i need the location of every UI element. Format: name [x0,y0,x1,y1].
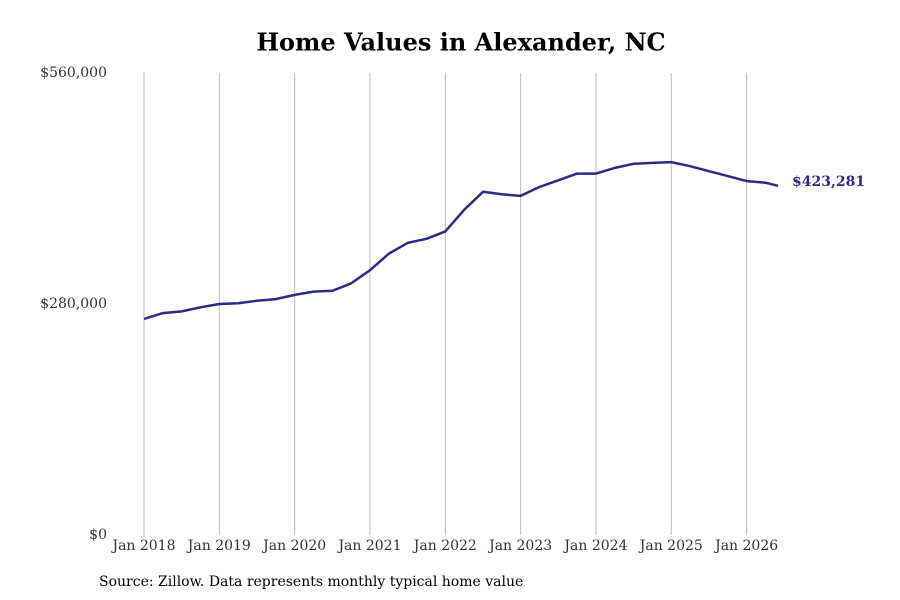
line [143,160,779,321]
chart-title: Home Values in Alexander, NC [256,28,665,57]
x-tick-label: Jan 2021 [336,538,401,554]
x-tick-label: Jan 2020 [261,538,326,554]
x-tick-label: Jan 2023 [487,538,552,554]
data-label: $423,281 [792,174,865,190]
x-tick-label: Jan 2022 [412,538,477,554]
x-tick-label: Jan 2024 [562,538,627,554]
source-note: Source: Zillow. Data represents monthly … [99,574,523,590]
y-tick-label: $0 [89,527,107,543]
x-tick-label: Jan 2026 [713,538,778,554]
y-tick-label: $560,000 [40,65,107,81]
x-tick-label: Jan 2019 [186,538,251,554]
y-tick-label: $280,000 [40,296,107,312]
x-tick-label: Jan 2018 [110,538,175,554]
x-tick-label: Jan 2025 [638,538,703,554]
